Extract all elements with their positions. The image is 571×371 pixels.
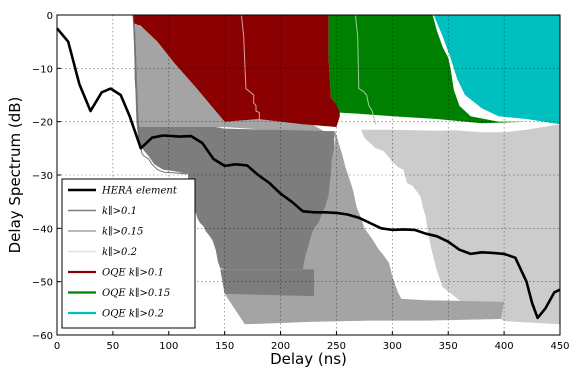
x-tick-label: 450 (550, 341, 569, 352)
y-tick-label: −40 (32, 224, 53, 235)
band-layer (132, 14, 560, 325)
legend: HERA element k∥>0.1 k∥>0.15 k∥>0.2 OQE k∥>0.… (61, 178, 196, 329)
x-tick-label: 400 (495, 341, 514, 352)
x-tick-label: 350 (439, 341, 458, 352)
x-axis-label: Delay (ns) (270, 350, 347, 368)
x-tick-label: 150 (215, 341, 234, 352)
x-tick-label: 50 (107, 341, 120, 352)
y-tick-label: −50 (32, 278, 53, 289)
x-tick-label: 250 (327, 341, 346, 352)
band-k-0.1-lower (220, 269, 315, 297)
line-layer (56, 27, 561, 320)
oqe-k-0.1-step-line (240, 14, 265, 125)
legend-label: OQE k∥>0.1 (102, 267, 164, 279)
legend-label: OQE k∥>0.2 (102, 308, 164, 320)
legend-label: k∥>0.2 (102, 246, 137, 258)
band-oqe-k-0.1 (133, 15, 340, 127)
x-tick-label: 0 (54, 341, 60, 352)
y-tick-label: −20 (32, 118, 53, 129)
legend-box (61, 178, 196, 329)
x-tick-label: 300 (383, 341, 402, 352)
y-tick-labels: 0 −10 −20 −30 −40 −50 −60 (32, 11, 61, 342)
oqe-k-0.15-step-line (354, 14, 377, 125)
y-axis-label: Delay Spectrum (dB) (6, 97, 24, 254)
hera-element-line (56, 27, 561, 320)
legend-label: k∥>0.15 (102, 226, 143, 238)
x-tick-label: 200 (271, 341, 290, 352)
y-tick-label: −10 (32, 64, 53, 75)
legend-label: OQE k∥>0.15 (102, 287, 170, 299)
y-tick-label: −60 (32, 331, 53, 342)
band-oqe-k-0.15 (328, 15, 527, 124)
y-tick-label: −30 (32, 171, 53, 182)
legend-label: HERA element (101, 186, 178, 197)
band-k-0.2 (361, 124, 560, 325)
legend-label: k∥>0.1 (102, 205, 137, 217)
legend-items: HERA element k∥>0.1 k∥>0.15 k∥>0.2 OQE k∥>0.… (68, 186, 178, 320)
y-tick-label: 0 (47, 11, 53, 22)
x-tick-label: 100 (159, 341, 178, 352)
band-oqe-k-0.2 (433, 15, 560, 125)
band-k-0.1 (133, 15, 335, 270)
x-tick-labels: 0 50 100 150 200 250 300 350 400 450 (54, 331, 570, 352)
